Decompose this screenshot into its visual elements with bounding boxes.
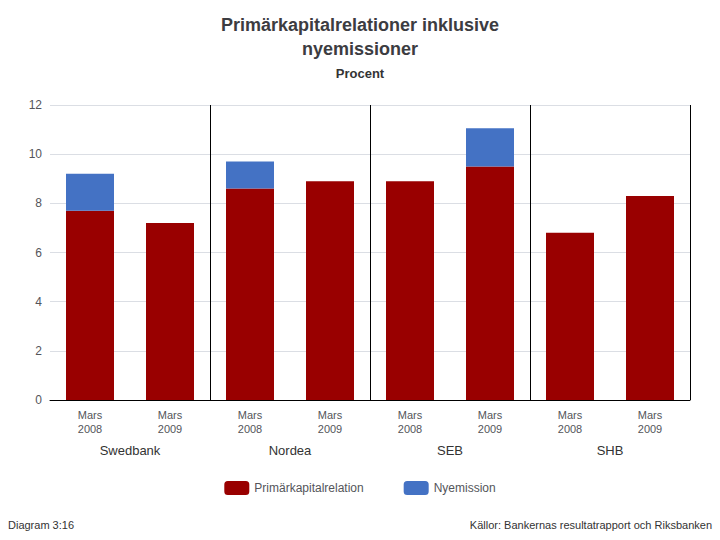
svg-text:Mars: Mars xyxy=(318,409,343,421)
svg-text:Diagram 3:16: Diagram 3:16 xyxy=(8,519,74,531)
svg-text:10: 10 xyxy=(29,147,43,161)
svg-text:2009: 2009 xyxy=(478,423,502,435)
svg-text:2009: 2009 xyxy=(318,423,342,435)
svg-text:2009: 2009 xyxy=(158,423,182,435)
svg-text:2008: 2008 xyxy=(78,423,102,435)
svg-text:Nyemission: Nyemission xyxy=(434,481,496,495)
svg-text:12: 12 xyxy=(29,98,43,112)
svg-text:0: 0 xyxy=(35,393,42,407)
svg-text:Primärkapitalrelationer inklus: Primärkapitalrelationer inklusive xyxy=(221,15,499,35)
svg-text:2009: 2009 xyxy=(638,423,662,435)
svg-text:Mars: Mars xyxy=(238,409,263,421)
svg-text:Procent: Procent xyxy=(336,66,385,81)
svg-text:4: 4 xyxy=(35,295,42,309)
svg-text:nyemissioner: nyemissioner xyxy=(302,39,418,59)
svg-text:Primärkapitalrelation: Primärkapitalrelation xyxy=(254,481,363,495)
svg-text:Swedbank: Swedbank xyxy=(100,443,161,458)
svg-text:8: 8 xyxy=(35,196,42,210)
svg-text:Mars: Mars xyxy=(478,409,503,421)
svg-text:Nordea: Nordea xyxy=(269,443,312,458)
svg-text:6: 6 xyxy=(35,246,42,260)
svg-text:Mars: Mars xyxy=(78,409,103,421)
svg-text:Mars: Mars xyxy=(158,409,183,421)
svg-text:SEB: SEB xyxy=(437,443,463,458)
svg-text:Mars: Mars xyxy=(638,409,663,421)
svg-text:Källor: Bankernas resultatrapp: Källor: Bankernas resultatrapport och Ri… xyxy=(470,519,712,531)
svg-text:SHB: SHB xyxy=(597,443,624,458)
svg-text:Mars: Mars xyxy=(398,409,423,421)
svg-text:2008: 2008 xyxy=(398,423,422,435)
svg-text:2008: 2008 xyxy=(238,423,262,435)
svg-text:2: 2 xyxy=(35,344,42,358)
svg-text:Mars: Mars xyxy=(558,409,583,421)
svg-text:2008: 2008 xyxy=(558,423,582,435)
